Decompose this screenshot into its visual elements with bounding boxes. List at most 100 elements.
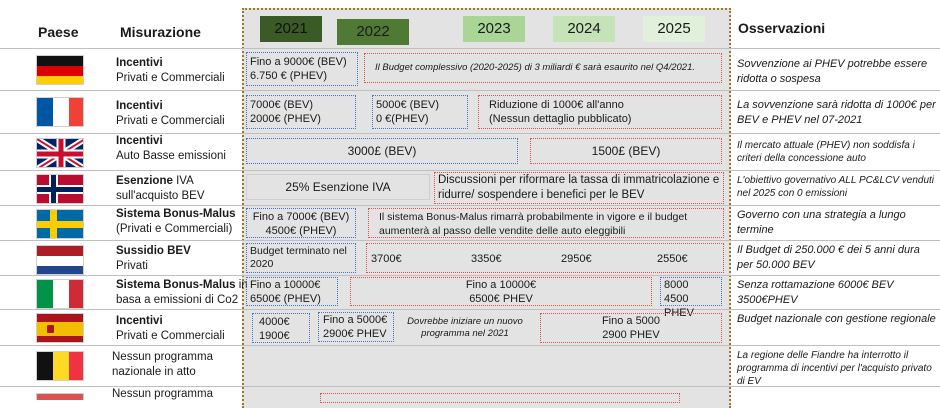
measure-title: Incentivi: [116, 57, 163, 69]
cell-text: 2900€ PHEV: [323, 328, 387, 340]
cell-text: Fino a 7000€ (BEV): [252, 211, 350, 223]
uk-late-box: 1500£ (BEV): [530, 138, 722, 164]
measure-sweden: Sistema Bonus-Malus (Privati e Commercia…: [116, 207, 236, 237]
cell-text: 4000€: [259, 316, 290, 328]
cell-text: Fino a 9000€ (BEV): [250, 56, 347, 68]
measure-title: Incentivi: [116, 315, 163, 327]
row-divider: [0, 133, 940, 134]
cell-text: 3000£ (BEV): [347, 144, 417, 158]
netherlands-flag: [36, 245, 84, 275]
measure-netherlands: Sussidio BEV Privati: [116, 244, 191, 274]
germany-2021-box: Fino a 9000€ (BEV) 6.750 € (PHEV): [246, 52, 358, 86]
uk-early-box: 3000£ (BEV): [246, 138, 518, 164]
cell-text: 25% Esenzione IVA: [285, 180, 391, 194]
row-divider: [0, 309, 940, 310]
year-2022: 2022: [337, 19, 409, 45]
measure-title: Nessun programma: [112, 388, 213, 400]
cell-text: Fino a 5000€: [323, 314, 388, 326]
measure-subtitle: Privati e Commerciali: [116, 330, 225, 342]
measure-germany: Incentivi Privati e Commerciali: [116, 56, 225, 86]
measure-italy: Sistema Bonus-Malus in basa a emissioni …: [116, 278, 248, 308]
cell-text: Fino a 5000: [601, 315, 661, 327]
row-divider: [0, 345, 940, 346]
cell-text: Il Budget complessivo (2020-2025) di 3 m…: [375, 62, 696, 73]
cell-text: Fino a 10000€: [250, 279, 321, 291]
cell-text: Il sistema Bonus-Malus rimarrà probabilm…: [379, 211, 688, 237]
cell-text: 8000: [664, 279, 689, 291]
measure-title: Incentivi: [116, 100, 163, 112]
notes-netherlands: Il Budget di 250.000 € dei 5 anni dura p…: [737, 244, 920, 271]
cell-text: 7000€ (BEV): [250, 99, 313, 111]
measure-subtitle: sull'acquisto BEV: [116, 190, 205, 202]
year-2023: 2023: [463, 16, 525, 42]
france-2021-box: 7000€ (BEV) 2000€ (PHEV): [246, 95, 356, 129]
cell-text: 1900€: [259, 330, 290, 342]
norway-vat-box: 25% Esenzione IVA: [246, 174, 430, 200]
netherlands-schedule-box: 3700€ 3350€ 2950€ 2550€: [366, 243, 724, 273]
norway-flag: [36, 174, 84, 204]
italy-2021-box: Fino a 10000€ 6500€ (PHEV): [246, 277, 338, 306]
header-country: Paese: [38, 24, 79, 40]
row-divider: [0, 386, 940, 387]
measure-uk: Incentivi Auto Basse emissioni: [116, 134, 226, 164]
measure-belgium: Nessun programma nazionale in atto: [112, 350, 213, 380]
notes-france: La sovvenzione sarà ridotta di 1000€ per…: [737, 99, 936, 126]
belgium-flag: [36, 351, 84, 381]
norway-reform-box: Discussioni per riformare la tassa di im…: [434, 172, 724, 204]
measure-france: Incentivi Privati e Commerciali: [116, 99, 225, 129]
uk-flag: [36, 138, 84, 168]
france-outlook-box: Riduzione di 1000€ all'anno (Nessun dett…: [478, 95, 722, 129]
spain-late-box: Fino a 5000 2900 PHEV: [540, 313, 722, 343]
measure-norway: Esenzione IVA sull'acquisto BEV: [116, 174, 205, 204]
notes-sweden: Governo con una strategia a lungo termin…: [737, 209, 906, 236]
header-measure: Misurazione: [120, 24, 201, 40]
cell-text: 2000€ (PHEV): [250, 113, 321, 125]
cell-text: 4500€ (PHEV): [265, 225, 337, 237]
notes-norway: L'obiettivo governativo ALL PC&LCV vendu…: [737, 175, 935, 199]
spain-flag: [36, 313, 84, 343]
cell-text: 1500£ (BEV): [591, 144, 661, 158]
row-divider: [0, 170, 940, 171]
netherlands-2021-box: Budget terminato nel 2020: [246, 243, 356, 273]
measure-subtitle: Privati e Commerciali: [116, 115, 225, 127]
measure-title: Sistema Bonus-Malus: [116, 208, 236, 220]
notes-uk: Il mercato attuale (PHEV) non soddisfa i…: [737, 140, 915, 164]
measure-title: Incentivi: [116, 135, 163, 147]
italy-2022-box: Fino a 10000€ 6500€ PHEV: [350, 277, 652, 306]
measure-subtitle: (Privati e Commerciali): [116, 223, 233, 235]
cell-text: 6500€ (PHEV): [250, 293, 321, 305]
cell-text: 2950€: [561, 253, 592, 265]
row-divider: [0, 205, 940, 206]
row-divider: [0, 90, 940, 91]
cell-text: Budget terminato nel 2020: [250, 245, 347, 270]
notes-spain: Budget nazionale con gestione regionale: [737, 313, 936, 325]
spain-new-program-note: Dovrebbe iniziare un nuovo programma nel…: [407, 316, 523, 339]
spain-2021-box: 4000€ 1900€: [252, 313, 310, 343]
notes-belgium: La regione delle Fiandre ha interrotto i…: [737, 350, 932, 387]
cell-text: 2550€: [657, 253, 688, 265]
sweden-2021-box: Fino a 7000€ (BEV) 4500€ (PHEV): [246, 208, 356, 238]
cell-text: (Nessun dettaglio pubblicato): [489, 113, 632, 125]
measure-title-suffix: IVA: [172, 175, 194, 187]
france-flag: [36, 97, 84, 127]
france-2022-box: 5000€ (BEV) 0 €(PHEV): [372, 95, 468, 129]
row-divider: [0, 48, 940, 49]
cell-text: Riduzione di 1000€ all'anno: [489, 99, 624, 111]
germany-budget-box: Il Budget complessivo (2020-2025) di 3 m…: [364, 53, 722, 83]
notes-germany: Sovvenzione ai PHEV potrebbe essere rido…: [737, 58, 928, 85]
cell-text: 0 €(PHEV): [376, 113, 429, 125]
measure-subtitle: nazionale in atto: [112, 366, 196, 378]
notes-italy: Senza rottamazione 6000€ BEV 3500€PHEV: [737, 279, 894, 306]
measure-subtitle: Privati: [116, 260, 148, 272]
spain-2022-box: Fino a 5000€ 2900€ PHEV: [318, 312, 394, 342]
measure-title: Nessun programma: [112, 351, 213, 363]
header-notes: Osservazioni: [738, 20, 826, 36]
partial-flag: [36, 393, 84, 400]
cell-text: 6.750 € (PHEV): [250, 70, 328, 82]
cell-text: 3350€: [471, 253, 502, 265]
year-2021: 2021: [260, 16, 322, 42]
row-divider: [0, 240, 940, 241]
sweden-flag: [36, 209, 84, 239]
germany-flag: [36, 55, 84, 85]
cell-text: 6500€ PHEV: [469, 293, 533, 305]
